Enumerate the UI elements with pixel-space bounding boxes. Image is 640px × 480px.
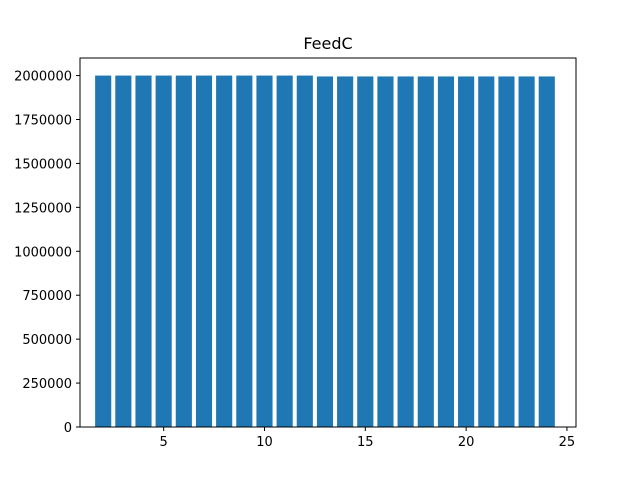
plot-frame (79, 57, 577, 428)
x-tick-label: 25 (559, 435, 576, 450)
bar-16 (377, 76, 394, 427)
bar-15 (357, 76, 374, 427)
x-tick-label: 15 (357, 435, 374, 450)
bar-18 (417, 76, 434, 427)
bar-24 (538, 76, 555, 427)
bar-11 (276, 75, 293, 428)
bar-9 (236, 75, 253, 428)
x-tick-label: 5 (160, 435, 168, 450)
bar-4 (135, 75, 152, 428)
y-tick-label: 250000 (22, 377, 72, 392)
bar-12 (296, 75, 313, 428)
bar-23 (518, 76, 535, 427)
bar-2 (95, 75, 112, 428)
bar-5 (155, 75, 172, 428)
y-tick-label: 1250000 (14, 201, 72, 216)
bar-14 (337, 76, 354, 427)
bar-6 (175, 75, 192, 428)
chart-title: FeedC (303, 34, 352, 53)
y-tick-label: 1500000 (14, 157, 72, 172)
x-tick-label: 10 (256, 435, 273, 450)
y-tick-label: 1000000 (14, 245, 72, 260)
bar-21 (478, 76, 495, 427)
y-tick-label: 0 (64, 421, 72, 436)
bar-20 (458, 76, 475, 427)
bar-3 (115, 75, 132, 428)
bars-group (95, 75, 555, 428)
bar-22 (498, 76, 515, 427)
y-tick-label: 500000 (22, 333, 72, 348)
bar-13 (316, 76, 334, 427)
x-axis-ticks: 5 10 15 20 25 (160, 427, 576, 450)
bar-7 (195, 75, 213, 428)
bar-10 (256, 75, 273, 428)
bar-19 (437, 76, 455, 427)
y-tick-label: 2000000 (14, 70, 72, 85)
y-tick-label: 750000 (22, 289, 72, 304)
bar-8 (216, 75, 233, 428)
bar-17 (397, 76, 414, 427)
y-axis-ticks: 0 250000 500000 750000 1000000 1250000 1500000… (14, 70, 80, 436)
x-tick-label: 20 (458, 435, 475, 450)
y-tick-label: 1750000 (14, 114, 72, 129)
